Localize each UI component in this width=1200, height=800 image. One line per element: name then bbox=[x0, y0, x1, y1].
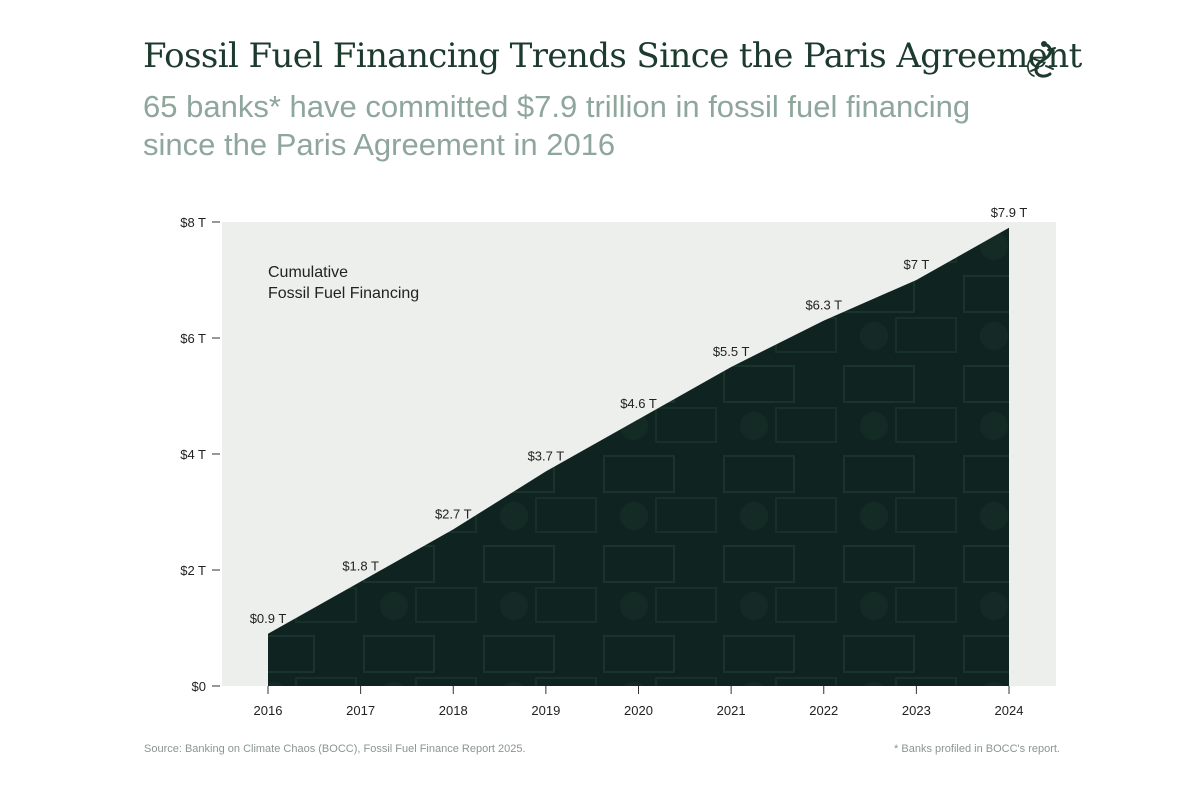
data-label: $7 T bbox=[903, 257, 929, 272]
annotation-line: Fossil Fuel Financing bbox=[268, 285, 419, 302]
x-tick-label: 2020 bbox=[624, 703, 653, 718]
footnote: * Banks profiled in BOCC's report. bbox=[894, 743, 1060, 755]
x-tick-label: 2021 bbox=[717, 703, 746, 718]
x-tick-label: 2022 bbox=[809, 703, 838, 718]
data-label: $0.9 T bbox=[250, 611, 287, 626]
y-tick-label: $4 T bbox=[180, 447, 206, 462]
x-tick-label: 2017 bbox=[346, 703, 375, 718]
data-label: $4.6 T bbox=[620, 396, 657, 411]
data-label: $7.9 T bbox=[991, 205, 1028, 220]
y-tick-label: $6 T bbox=[180, 331, 206, 346]
x-tick-label: 2023 bbox=[902, 703, 931, 718]
data-label: $5.5 T bbox=[713, 344, 750, 359]
y-tick-label: $0 bbox=[192, 679, 206, 694]
x-tick-label: 2016 bbox=[254, 703, 283, 718]
chart-title: Fossil Fuel Financing Trends Since the P… bbox=[143, 36, 1082, 76]
annotation-line: Cumulative bbox=[268, 264, 348, 281]
y-tick-label: $2 T bbox=[180, 563, 206, 578]
source-note: Source: Banking on Climate Chaos (BOCC),… bbox=[144, 743, 526, 755]
chart-subtitle: 65 banks* have committed $7.9 trillion i… bbox=[143, 89, 971, 162]
gecko-icon bbox=[1027, 41, 1056, 78]
y-tick-label: $8 T bbox=[180, 215, 206, 230]
data-label: $3.7 T bbox=[528, 448, 565, 463]
data-label: $6.3 T bbox=[805, 298, 842, 313]
area-series bbox=[268, 227, 1009, 687]
data-label: $1.8 T bbox=[342, 559, 379, 574]
x-tick-label: 2019 bbox=[531, 703, 560, 718]
x-tick-label: 2024 bbox=[995, 703, 1024, 718]
x-tick-label: 2018 bbox=[439, 703, 468, 718]
data-label: $2.7 T bbox=[435, 506, 472, 521]
